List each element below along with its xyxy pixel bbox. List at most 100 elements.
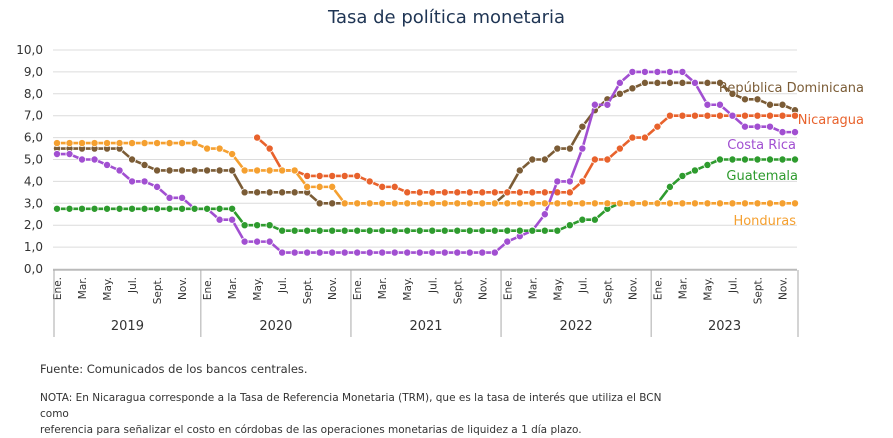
data-point (778, 100, 787, 109)
data-point (753, 111, 762, 120)
data-point (703, 78, 712, 87)
x-tick-label: Jul. (577, 277, 589, 294)
data-point (628, 67, 637, 76)
chart-title: Tasa de política monetaria (327, 7, 566, 28)
data-point (640, 78, 649, 87)
data-point (778, 199, 787, 208)
data-point (390, 226, 399, 235)
series-line (256, 114, 795, 194)
data-point (778, 128, 787, 137)
y-tick-label: 6,0 (24, 131, 43, 145)
x-tick-label: Ene. (502, 277, 514, 300)
data-point (465, 248, 474, 257)
data-point (478, 226, 487, 235)
data-point (540, 155, 549, 164)
data-point (503, 226, 512, 235)
data-point (615, 144, 624, 153)
data-point (203, 166, 212, 175)
data-point (678, 111, 687, 120)
data-point (390, 182, 399, 191)
data-point (728, 89, 737, 98)
data-point (315, 226, 324, 235)
data-point (253, 221, 262, 230)
data-point (428, 226, 437, 235)
y-tick-label: 3,0 (24, 196, 43, 210)
data-point (440, 188, 449, 197)
data-point (615, 89, 624, 98)
series-Costa Rica (53, 67, 800, 257)
data-point (340, 226, 349, 235)
series-label: Guatemala (726, 169, 798, 184)
data-point (740, 95, 749, 104)
data-point (103, 139, 112, 148)
data-point (528, 226, 537, 235)
x-tick-label: Nov. (777, 277, 789, 300)
x-tick-label: May. (552, 277, 564, 301)
data-point (315, 199, 324, 208)
data-point (165, 139, 174, 148)
data-point (278, 166, 287, 175)
data-point (65, 139, 74, 148)
data-point (190, 166, 199, 175)
data-point (203, 204, 212, 213)
data-point (190, 204, 199, 213)
data-point (90, 155, 99, 164)
data-point (490, 188, 499, 197)
data-point (728, 111, 737, 120)
data-point (540, 210, 549, 219)
data-point (115, 204, 124, 213)
data-point (440, 226, 449, 235)
data-point (703, 100, 712, 109)
data-point (603, 199, 612, 208)
data-point (553, 144, 562, 153)
data-point (415, 248, 424, 257)
data-point (265, 237, 274, 246)
data-point (665, 78, 674, 87)
x-tick-label: Mar. (677, 277, 689, 299)
data-point (590, 199, 599, 208)
data-point (590, 155, 599, 164)
data-point (290, 226, 299, 235)
data-point (403, 199, 412, 208)
data-point (515, 166, 524, 175)
data-point (253, 166, 262, 175)
data-point (490, 226, 499, 235)
data-point (390, 199, 399, 208)
data-point (753, 199, 762, 208)
data-point (453, 199, 462, 208)
data-point (665, 111, 674, 120)
data-point (628, 199, 637, 208)
axis-layer: 0,0 1,0 2,0 3,0 4,0 5,0 6,0 7,0 8,0 9,0 10,0 Ene. Ma… (16, 43, 799, 337)
data-point (715, 78, 724, 87)
data-point (715, 111, 724, 120)
data-point (653, 67, 662, 76)
year-label: 2021 (409, 319, 442, 334)
data-point (315, 171, 324, 180)
data-point (540, 226, 549, 235)
data-point (478, 248, 487, 257)
data-point (353, 171, 362, 180)
data-point (65, 204, 74, 213)
data-point (415, 188, 424, 197)
nota-note: NOTA: En Nicaragua corresponde a la Tasa… (40, 390, 680, 438)
data-point (140, 177, 149, 186)
data-point (640, 199, 649, 208)
data-point (715, 199, 724, 208)
x-tick-label: Nov. (327, 277, 339, 300)
data-point (340, 248, 349, 257)
data-point (703, 199, 712, 208)
data-point (678, 171, 687, 180)
x-tick-label: Nov. (477, 277, 489, 300)
data-point (428, 199, 437, 208)
x-tick-label: Nov. (177, 277, 189, 300)
data-point (428, 188, 437, 197)
data-point (390, 248, 399, 257)
data-point (65, 150, 74, 159)
data-point (453, 226, 462, 235)
data-point (765, 155, 774, 164)
data-point (791, 111, 800, 120)
data-point (278, 226, 287, 235)
y-tick-label: 8,0 (24, 87, 43, 101)
data-point (315, 248, 324, 257)
data-point (703, 160, 712, 169)
